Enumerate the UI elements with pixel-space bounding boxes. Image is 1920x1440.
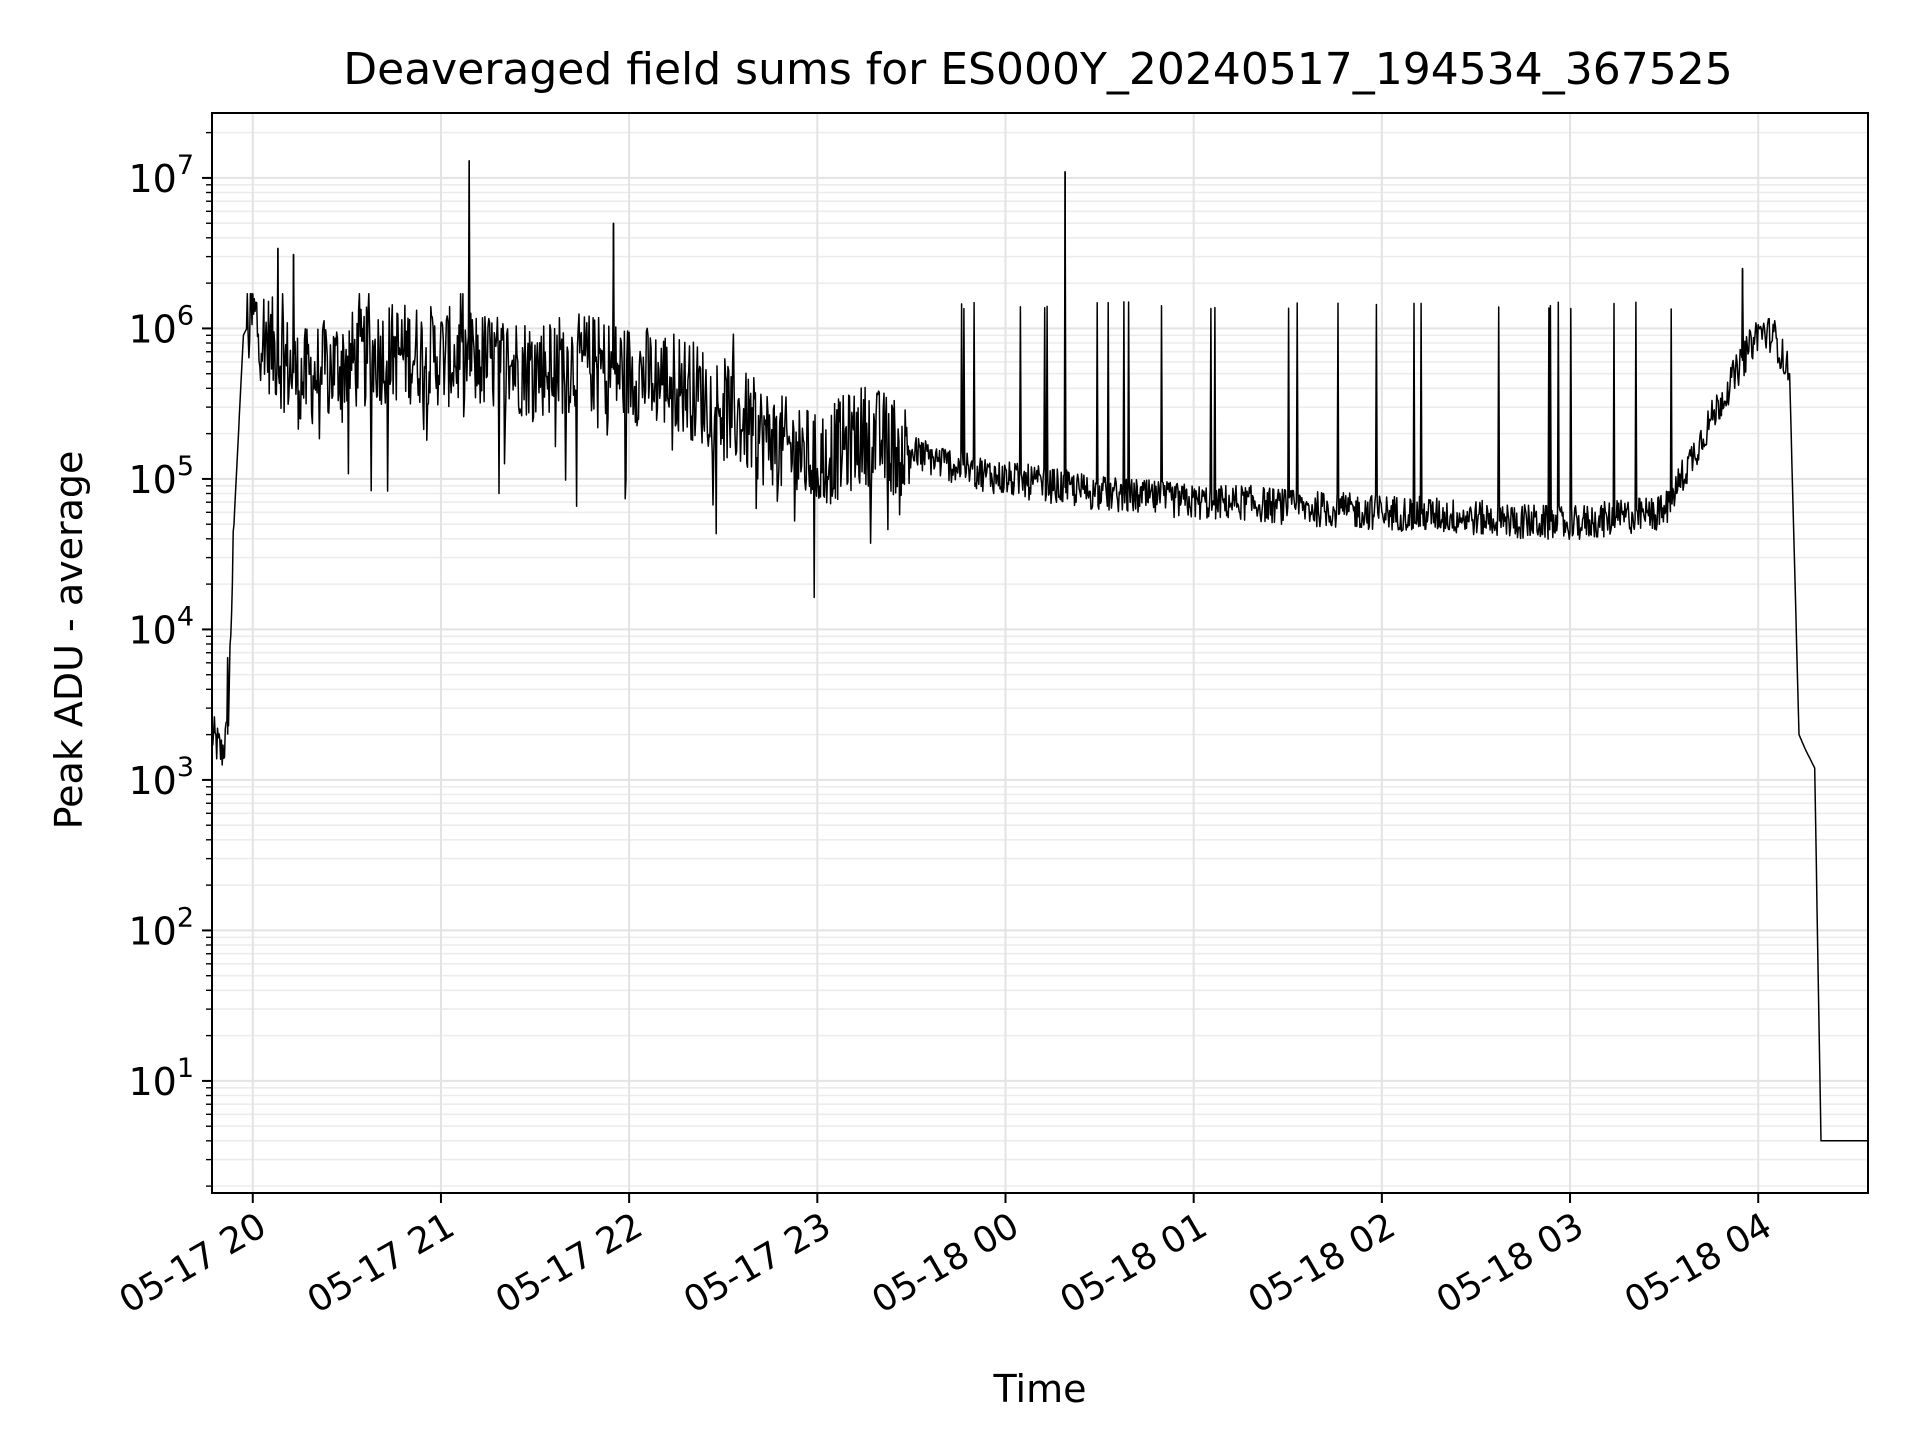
- y-tick-label-base: 10: [128, 307, 176, 351]
- y-tick-label-base: 10: [128, 909, 176, 953]
- y-tick-label: 107: [128, 150, 194, 201]
- grid-layer: [212, 113, 1868, 1193]
- y-tick-label-exponent: 7: [177, 150, 194, 181]
- y-tick-label: 105: [128, 451, 194, 502]
- y-tick-label-exponent: 3: [177, 752, 194, 783]
- y-axis-label: Peak ADU - average: [47, 451, 91, 830]
- y-tick-label-base: 10: [128, 157, 176, 201]
- y-tick-label-exponent: 6: [177, 300, 194, 331]
- y-tick-label: 101: [128, 1053, 194, 1104]
- y-tick-label: 106: [128, 300, 194, 351]
- chart-title: Deaveraged field sums for ES000Y_2024051…: [343, 44, 1732, 95]
- y-tick-label-base: 10: [128, 759, 176, 803]
- series-line: [211, 160, 1868, 1142]
- y-tick-label-exponent: 2: [177, 902, 194, 933]
- y-tick-label: 102: [128, 902, 194, 953]
- y-tick-label-exponent: 5: [177, 451, 194, 482]
- y-tick-label-exponent: 1: [177, 1053, 194, 1084]
- data-layer: [211, 160, 1868, 1142]
- y-tick-label-base: 10: [128, 1060, 176, 1104]
- y-tick-label-exponent: 4: [177, 601, 194, 632]
- x-axis-label: Time: [993, 1367, 1087, 1411]
- y-tick-label: 103: [128, 752, 194, 803]
- y-tick-label-base: 10: [128, 608, 176, 652]
- y-tick-label: 104: [128, 601, 194, 652]
- y-tick-label-base: 10: [128, 458, 176, 502]
